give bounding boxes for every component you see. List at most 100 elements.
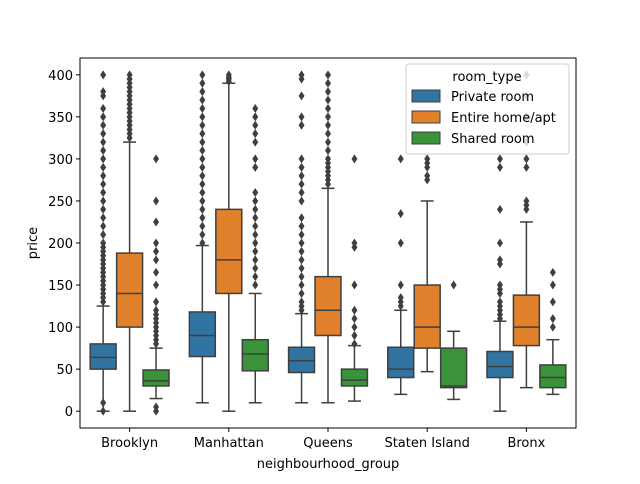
outlier-point: [496, 162, 503, 172]
outlier-point: [153, 246, 160, 256]
outlier-point: [549, 322, 556, 332]
box-iqr: [340, 368, 369, 387]
box-staten-island-private-room: [387, 154, 415, 396]
outlier-point: [252, 162, 259, 172]
box-iqr: [314, 275, 342, 337]
outlier-point: [397, 238, 404, 248]
outlier-point: [153, 217, 160, 227]
box-staten-island-shared-room: [439, 280, 468, 401]
outlier-point: [298, 288, 305, 298]
outlier-point: [100, 70, 107, 80]
box-queens-entire-home-apt: [314, 70, 342, 404]
outlier-point: [199, 221, 206, 231]
outlier-point: [199, 154, 206, 164]
outlier-point: [298, 213, 305, 223]
outlier-point: [199, 196, 206, 206]
legend-swatch-entire-home-apt: [411, 110, 441, 124]
y-tick-label: 150: [48, 279, 73, 294]
box-brooklyn-entire-home-apt: [115, 70, 144, 412]
outlier-point: [298, 255, 305, 265]
outlier-point: [325, 120, 331, 130]
outlier-point: [397, 209, 404, 219]
outlier-point: [298, 196, 305, 206]
outlier-point: [298, 91, 305, 101]
outlier-point: [199, 87, 206, 97]
outlier-point: [100, 87, 107, 97]
outlier-point: [100, 230, 107, 240]
outlier-point: [298, 70, 305, 80]
outlier-point: [298, 179, 305, 189]
outlier-point: [450, 280, 457, 290]
legend-label-shared-room: Shared room: [451, 132, 535, 147]
box-bronx-shared-room: [539, 267, 567, 396]
box-staten-island-entire-home-apt: [413, 154, 441, 373]
outlier-point: [351, 238, 358, 248]
outlier-point: [549, 267, 556, 277]
outlier-point: [199, 188, 206, 198]
outlier-point: [199, 78, 206, 88]
legend-entry-private-room: Private room: [411, 89, 534, 105]
legend-entry-entire-home-apt: Entire home/apt: [411, 110, 556, 126]
legend-title: room_type: [452, 70, 521, 85]
y-tick-label: 100: [48, 321, 73, 336]
box-iqr: [539, 364, 567, 389]
outlier-point: [252, 188, 259, 198]
outlier-point: [298, 297, 305, 307]
outlier-point: [252, 246, 259, 256]
box-brooklyn-private-room: [89, 70, 117, 416]
box-iqr: [387, 346, 415, 379]
outlier-point: [252, 221, 259, 231]
y-tick-label: 50: [56, 363, 73, 378]
outlier-point: [252, 272, 259, 282]
outlier-point: [298, 188, 305, 198]
outlier-point: [199, 70, 206, 80]
outlier-point: [100, 213, 107, 223]
outlier-point: [199, 120, 206, 130]
outlier-point: [100, 398, 107, 408]
outlier-point: [252, 255, 259, 265]
outlier-point: [199, 112, 206, 122]
outlier-point: [199, 129, 206, 139]
outlier-point: [252, 230, 259, 240]
box-queens-private-room: [287, 70, 316, 404]
box-manhattan-shared-room: [241, 103, 269, 404]
box-iqr: [512, 294, 541, 347]
box-iqr: [439, 347, 468, 389]
y-tick-label: 350: [48, 111, 73, 126]
y-tick-label: 250: [48, 195, 73, 210]
outlier-point: [199, 230, 206, 240]
outlier-point: [100, 162, 107, 172]
outlier-point: [252, 238, 259, 248]
outlier-point: [153, 305, 160, 315]
outlier-point: [153, 280, 160, 290]
outlier-point: [199, 146, 206, 155]
outlier-point: [199, 238, 206, 248]
outlier-point: [325, 78, 331, 88]
outlier-point: [100, 112, 107, 122]
outlier-point: [298, 238, 305, 248]
outlier-point: [153, 267, 160, 277]
outlier-point: [351, 280, 358, 290]
x-axis-title: neighbourhood_group: [257, 457, 400, 472]
outlier-point: [298, 280, 305, 290]
outlier-point: [100, 120, 107, 130]
outlier-point: [252, 263, 259, 273]
outlier-point: [153, 255, 160, 265]
x-tick-label: Staten Island: [384, 436, 469, 451]
outlier-point: [325, 70, 331, 80]
outlier-point: [351, 339, 358, 349]
outlier-point: [549, 280, 556, 290]
outlier-point: [523, 162, 530, 172]
outlier-point: [199, 171, 206, 181]
outlier-point: [325, 129, 331, 139]
box-iqr: [413, 284, 441, 349]
outlier-point: [351, 331, 358, 340]
legend-label-entire-home-apt: Entire home/apt: [451, 111, 556, 126]
outlier-point: [100, 171, 107, 181]
box-manhattan-private-room: [188, 70, 217, 404]
outlier-point: [100, 238, 107, 248]
outlier-point: [100, 188, 107, 198]
box-iqr: [241, 338, 269, 372]
